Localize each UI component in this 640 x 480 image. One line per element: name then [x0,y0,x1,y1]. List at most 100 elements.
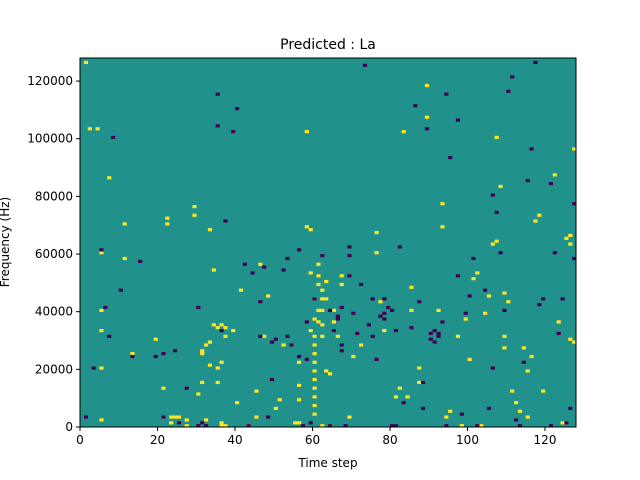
heatmap-cell-high [184,424,189,428]
heatmap-cell-high [417,380,422,385]
heatmap-cell-low [304,320,309,324]
y-tick-label: 80000 [35,189,73,203]
heatmap-cell-low [440,320,445,324]
heatmap-cell-low [130,354,135,359]
heatmap-cell-low [204,424,209,428]
heatmap-cell-high [320,424,325,428]
heatmap-cell-low [370,297,375,301]
heatmap-cell-high [533,219,538,223]
plot-frame [79,57,577,428]
heatmap-cell-high [440,225,445,229]
heatmap-cell-low [339,349,344,353]
heatmap-cell-high [324,369,329,373]
heatmap-cell-high [320,288,325,292]
heatmap-cell-high [541,389,546,393]
heatmap-cell-high [572,147,577,151]
heatmap-cell-high [207,363,213,367]
heatmap-cell-low [215,92,220,96]
heatmap-cell-high [207,340,213,344]
heatmap-cell-low [413,104,418,108]
heatmap-cell-low [235,107,240,111]
heatmap-cell-high [409,308,414,312]
heatmap-cell-high [83,60,89,65]
y-axis: 0 20000 40000 60000 80000 100000 120000 [27,74,80,434]
heatmap-cell-low [483,288,488,292]
heatmap-cell-low [273,337,278,341]
heatmap-cell-low [258,300,263,304]
heatmap-cell-high [331,320,337,324]
x-tick-label: 120 [534,433,557,447]
heatmap-cell-high [506,300,511,304]
heatmap-cell-high [200,349,205,353]
heatmap-cell-high [312,412,317,416]
heatmap-cell-high [494,135,499,140]
heatmap-cell-low [397,245,402,249]
heatmap-cell-low [514,418,519,422]
heatmap-cell-low [455,118,461,122]
heatmap-cell-low [355,331,360,336]
heatmap-cell-low [417,300,422,304]
heatmap-cell-low [335,314,340,318]
heatmap-cell-high [254,415,259,419]
heatmap-cell-high [556,320,561,324]
heatmap-cell-low [467,294,472,298]
heatmap-cell-low [490,193,495,197]
heatmap-cell-low [463,311,468,315]
heatmap-cell-high [525,415,530,419]
heatmap-cell-high [99,328,104,333]
heatmap-cell-high [494,239,499,243]
x-tick-label: 40 [227,433,242,447]
heatmap-cell-low [498,251,503,255]
heatmap-cell-low [138,259,143,263]
heatmap-cell-high [95,127,100,131]
heatmap-cell-high [122,222,127,226]
heatmap-cell-low [424,127,430,131]
heatmap-cell-high [316,262,321,266]
heatmap-cell-high [510,389,515,393]
heatmap-cell-low [506,89,511,93]
heatmap-cell-high [560,421,565,425]
heatmap-cell-high [424,115,430,119]
heatmap-cell-low [552,251,557,255]
heatmap-cell-low [382,297,387,301]
heatmap-cell-high [312,317,317,321]
heatmap-cell-high [165,216,170,220]
heatmap-cell-low [548,424,554,428]
y-tick-label: 100000 [27,132,73,146]
heatmap-cell-low [517,424,523,428]
heatmap-cell-low [541,297,546,301]
heatmap-cell-high [223,424,228,428]
heatmap-cell-high [498,184,503,189]
heatmap-cell-high [312,343,317,347]
heatmap-cell-high [87,127,92,131]
heatmap-cell-low [432,340,437,344]
heatmap-cell-high [568,337,573,341]
heatmap-cell-high [312,386,317,390]
heatmap-cell-low [262,265,267,269]
heatmap-cell-low [386,305,391,310]
heatmap-cell-high [215,380,220,385]
heatmap-cell-high [297,383,302,387]
heatmap-cell-high [153,337,158,341]
heatmap-cell-low [560,297,565,301]
heatmap-cell-low [328,308,333,312]
heatmap-cell-high [529,354,534,359]
heatmap-cell-high [304,225,309,229]
heatmap-cell-high [223,334,228,338]
heatmap-cell-high [266,294,271,298]
heatmap-cell-high [351,354,356,359]
heatmap-cell-low [320,254,325,258]
heatmap-cell-high [215,366,220,370]
heatmap-cell-high [564,236,569,240]
heatmap-cell-high [215,326,220,330]
heatmap-cell-high [483,311,488,315]
heatmap-cell-high [572,340,577,344]
heatmap-cell-high [204,418,209,422]
heatmap-cell-low [459,412,464,416]
heatmap-cell-low [343,424,348,428]
heatmap-cell-low [196,305,201,310]
heatmap-cell-high [258,262,263,266]
heatmap-cell-high [382,328,387,333]
heatmap-cell-low [455,274,461,278]
